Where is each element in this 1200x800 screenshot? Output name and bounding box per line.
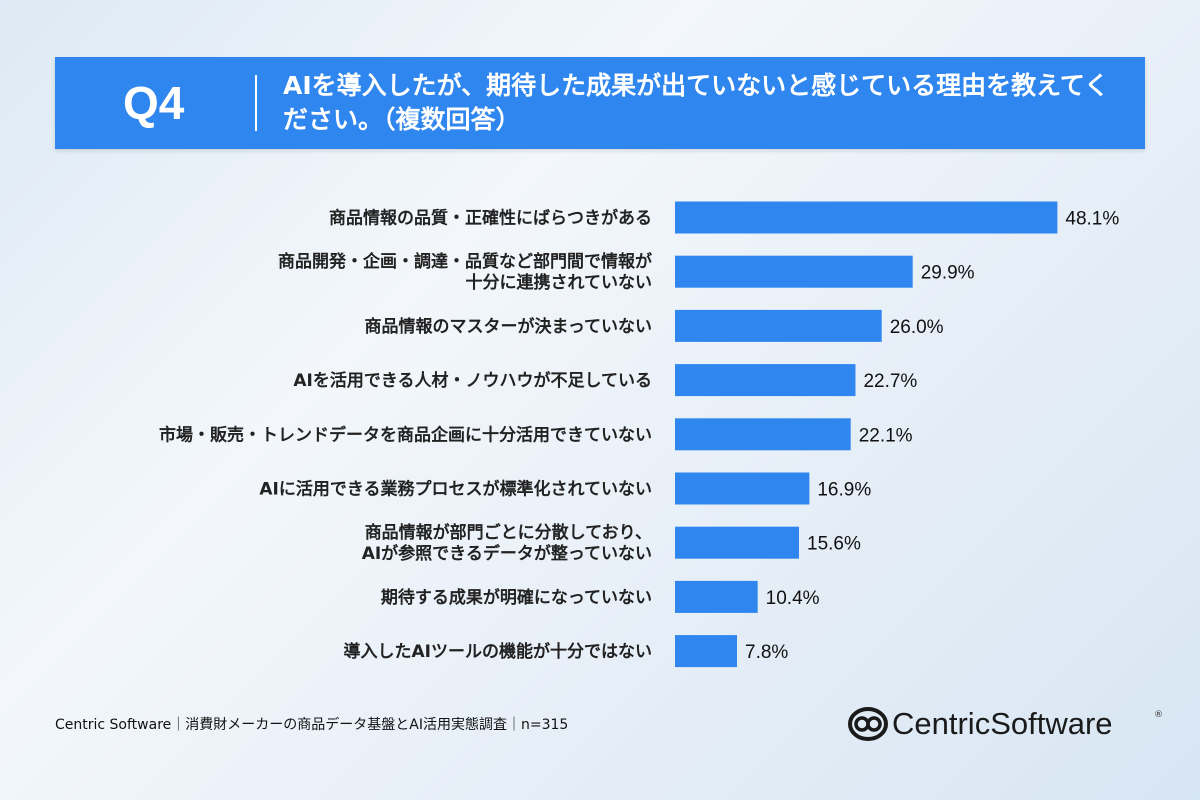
category-label-1: 商品情報の品質・正確性にばらつきがある: [329, 208, 652, 229]
bar-9: [675, 635, 738, 668]
logo-trademark: ®: [1154, 710, 1163, 720]
bar-5: [675, 418, 851, 451]
bar-8: [675, 580, 758, 613]
value-label-4: 22.7%: [863, 371, 917, 392]
bar-6: [675, 472, 810, 505]
centric-logo-icon: [848, 707, 888, 741]
category-label-7-line-1: 商品情報が部門ごとに分散しており、: [365, 522, 652, 543]
category-label-2-line-2: 十分に連携されていない: [466, 272, 653, 293]
value-label-5: 22.1%: [859, 425, 913, 446]
survey-source: Centric Software｜消費財メーカーの商品データ基盤とAI活用実態調…: [55, 717, 569, 733]
category-label-8: 期待する成果が明確になっていない: [381, 587, 652, 608]
value-label-6: 16.9%: [817, 480, 871, 501]
value-label-9: 7.8%: [745, 642, 788, 663]
question-text: AIを導入したが、期待した成果が出ていないと感じている理由を教えてください。（複…: [283, 71, 1110, 134]
value-label-1: 48.1%: [1065, 209, 1119, 230]
header-divider: [255, 75, 257, 131]
bar-1: [675, 201, 1058, 234]
bar-7: [675, 526, 800, 559]
value-label-7: 15.6%: [807, 534, 861, 555]
category-label-7-line-2: AIが参照できるデータが整っていない: [362, 543, 652, 564]
category-label-9: 導入したAIツールの機能が十分ではない: [344, 641, 652, 662]
category-label-4: AIを活用できる人材・ノウハウが不足している: [293, 370, 652, 391]
question-header: Q4 AIを導入したが、期待した成果が出ていないと感じている理由を教えてください…: [55, 57, 1145, 149]
category-label-5: 市場・販売・トレンドデータを商品企画に十分活用できていない: [159, 424, 652, 445]
value-label-2: 29.9%: [921, 263, 975, 284]
logo-text: CentricSoftware: [892, 706, 1113, 741]
value-label-3: 26.0%: [890, 317, 944, 338]
bar-4: [675, 364, 856, 397]
value-label-8: 10.4%: [766, 588, 820, 609]
category-label-2-line-1: 商品開発・企画・調達・品質など部門間で情報が: [278, 251, 652, 272]
bar-3: [675, 309, 882, 342]
question-number: Q4: [123, 77, 185, 129]
category-label-6: AIに活用できる業務プロセスが標準化されていない: [259, 479, 652, 500]
category-label-3: 商品情報のマスターが決まっていない: [365, 316, 652, 337]
bar-2: [675, 255, 913, 288]
